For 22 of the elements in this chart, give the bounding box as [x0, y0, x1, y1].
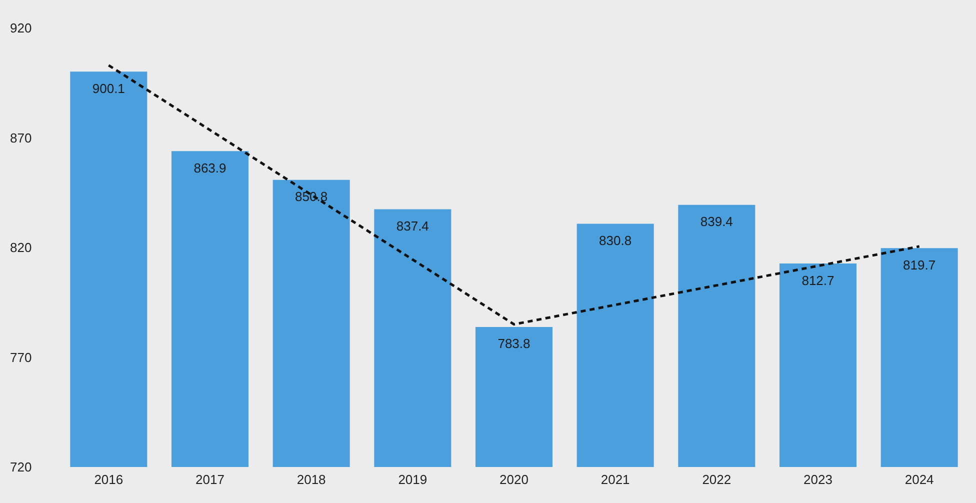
y-tick-label: 920 — [10, 20, 32, 36]
x-tick-label: 2022 — [702, 472, 732, 488]
x-tick-label: 2023 — [804, 472, 832, 488]
y-tick-label: 820 — [10, 240, 32, 256]
data-label: 863.9 — [194, 160, 226, 176]
data-label: 839.4 — [700, 214, 733, 230]
data-label: 830.8 — [599, 233, 632, 248]
x-tick-label: 2020 — [500, 472, 528, 488]
y-tick-label: 720 — [10, 460, 32, 475]
x-tick-label: 2019 — [398, 472, 428, 488]
x-tick-label: 2024 — [904, 472, 934, 488]
data-label: 837.4 — [396, 218, 429, 234]
x-tick-label: 2018 — [296, 472, 326, 488]
x-tick-label: 2016 — [94, 472, 124, 488]
x-tick-label: 2017 — [196, 472, 224, 488]
y-tick-label: 870 — [10, 130, 32, 146]
data-label: 812.7 — [802, 272, 834, 288]
data-label: 900.1 — [92, 80, 125, 96]
x-tick-label: 2021 — [600, 472, 630, 488]
data-label: 783.8 — [498, 336, 530, 352]
data-label: 819.7 — [903, 257, 936, 272]
y-tick-label: 770 — [10, 350, 32, 365]
